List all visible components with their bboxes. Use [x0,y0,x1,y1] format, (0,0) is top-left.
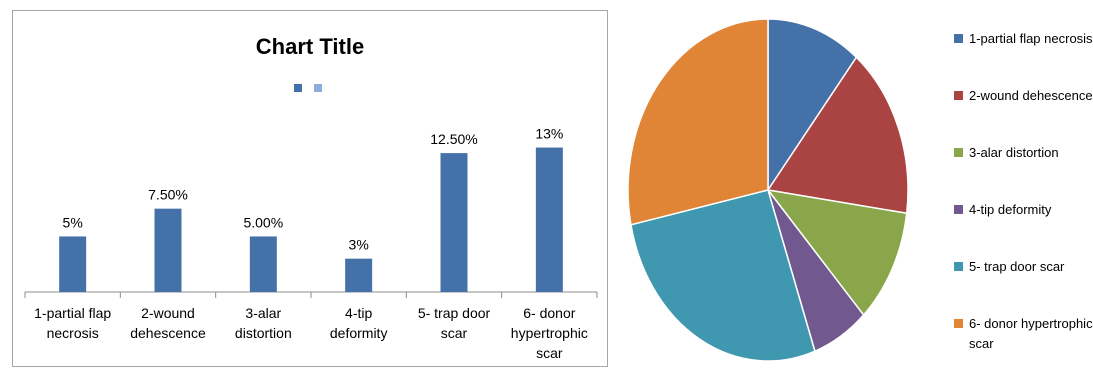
category-label-4: 4-tip [345,305,372,321]
legend-key-6 [954,319,963,328]
legend-key-0 [294,84,302,92]
category-label-5: 5- trap door [418,305,491,321]
category-label-3: distortion [235,325,292,341]
legend-key-5 [954,262,963,271]
bar-3 [249,236,277,292]
legend-label-6: scar [969,336,994,351]
bar-chart: Chart Title 5% 1-partial flap necrosis 7.50%… [24,34,598,361]
legend-key-4 [954,205,963,214]
category-label-6: 6- donor [523,305,575,321]
chart-title: Chart Title [256,34,364,59]
bar-chart-panel: Chart Title 5% 1-partial flap necrosis 7.50%… [12,10,608,367]
legend-label-5: 5- trap door scar [969,259,1065,274]
category-label-6: scar [536,345,563,361]
data-label-5: 12.50% [430,131,477,147]
legend-key-3 [954,148,963,157]
legend-key-1 [954,34,963,43]
legend-label-4: 4-tip deformity [969,202,1052,217]
pie-chart: 1-partial flap necrosis 2-wound dehescenc… [627,18,1093,362]
legend-label-2: 2-wound dehescence [969,88,1093,103]
data-label-3: 5.00% [243,214,283,230]
bar-6 [535,147,563,292]
bar-1 [59,236,87,292]
pie-slice-6 [627,18,769,226]
category-label-5: scar [441,325,468,341]
legend-label-1: 1-partial flap necrosis [969,31,1093,46]
pie-slice-2 [766,56,909,215]
legend-key-2 [954,91,963,100]
bar-5 [440,153,468,292]
pie-slice-3 [766,188,908,317]
bar-2 [154,208,182,292]
legend-label-6: 6- donor hypertrophic [969,316,1093,331]
category-label-6: hypertrophic [511,325,588,341]
legend-key-1 [314,84,322,92]
category-label-4: deformity [330,325,388,341]
pie-chart-panel: 1-partial flap necrosis 2-wound dehescenc… [618,0,1093,372]
data-label-1: 5% [63,214,83,230]
category-label-1: 1-partial flap [34,305,111,321]
category-label-1: necrosis [47,325,99,341]
pie-slice-5 [630,189,816,362]
bar-4 [345,258,373,292]
data-label-4: 3% [349,237,369,253]
category-label-3: 3-alar [245,305,281,321]
pie-slice-1 [767,18,858,193]
category-label-2: dehescence [130,325,206,341]
legend-label-3: 3-alar distortion [969,145,1059,160]
category-label-2: 2-wound [141,305,195,321]
data-label-2: 7.50% [148,187,188,203]
data-label-6: 13% [535,126,563,142]
